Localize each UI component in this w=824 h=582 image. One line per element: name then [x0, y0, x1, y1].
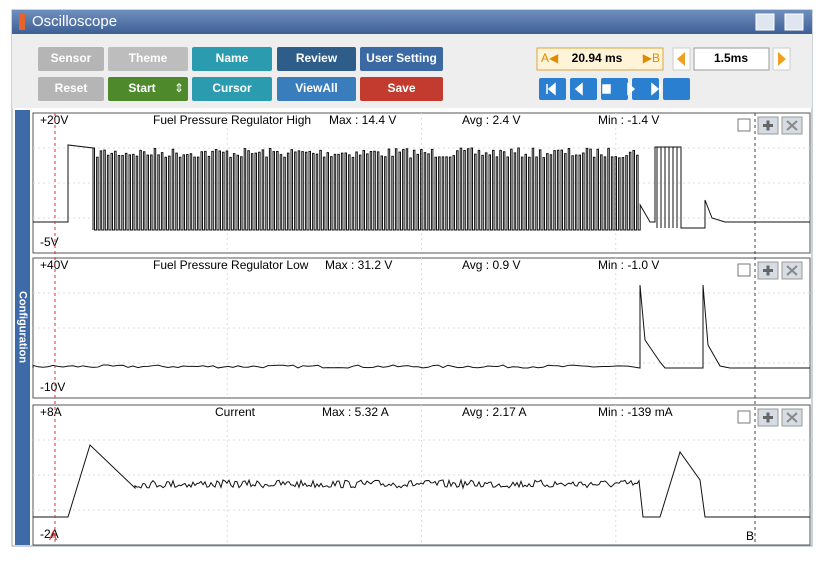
transport-icon	[546, 82, 556, 96]
time-box	[536, 47, 664, 71]
scale-value: 1.5ms	[714, 51, 748, 65]
channel-name: Fuel Pressure Regulator High	[153, 113, 311, 127]
toolbar-button[interactable]	[192, 77, 272, 101]
toolbar-button[interactable]	[360, 47, 443, 71]
scale-box	[693, 47, 770, 71]
channel-max: Max : 31.2 V	[325, 258, 392, 272]
cursor-b-label: B	[746, 529, 754, 543]
waveform	[33, 444, 810, 518]
toolbar-button[interactable]	[192, 47, 272, 71]
transport-button[interactable]	[663, 78, 690, 100]
channel-max: Max : 5.32 A	[322, 405, 389, 419]
channel-max: Max : 14.4 V	[329, 113, 396, 127]
sidebar[interactable]	[15, 110, 30, 545]
channel-name: Current	[215, 405, 256, 419]
checkbox[interactable]	[737, 263, 751, 277]
arrow-icon	[778, 52, 786, 66]
toolbar-button[interactable]	[360, 77, 443, 101]
arrow-icon	[677, 52, 685, 66]
axis-top: +8A	[40, 405, 62, 419]
toolbar-button[interactable]	[38, 47, 104, 71]
button-label: Reset	[55, 81, 88, 95]
a-marker: A◀	[541, 51, 559, 65]
channel-min: Min : -1.0 V	[598, 258, 659, 272]
toolbar-button[interactable]	[38, 77, 104, 101]
channel-min: Min : -1.4 V	[598, 113, 659, 127]
button-label: Cursor	[212, 81, 252, 95]
toolbar-button[interactable]	[108, 77, 188, 101]
cursor-a-label: A	[49, 529, 57, 543]
title-icon	[19, 14, 25, 30]
waveform	[33, 144, 810, 231]
channel-avg: Avg : 2.4 V	[462, 113, 520, 127]
waveform	[32, 284, 810, 369]
time-value: 20.94 ms	[572, 51, 623, 65]
axis-bottom: -2A	[40, 527, 59, 541]
toolbar-button[interactable]	[108, 47, 188, 71]
plus-icon	[763, 265, 773, 276]
title-bar	[12, 10, 812, 34]
close-icon	[786, 120, 798, 131]
axis-top: +40V	[40, 258, 68, 272]
button-label: ViewAll	[295, 81, 337, 95]
button-label: Name	[216, 51, 249, 65]
toolbar-button[interactable]	[277, 77, 356, 101]
axis-bottom: -5V	[40, 235, 59, 249]
close-icon	[786, 265, 798, 276]
layout-button[interactable]	[755, 13, 775, 31]
channel-avg: Avg : 0.9 V	[462, 258, 520, 272]
channel-name: Fuel Pressure Regulator Low	[153, 258, 309, 272]
button-label: Start	[128, 81, 155, 95]
axis-top: +20V	[40, 113, 68, 127]
transport-icon	[627, 82, 636, 96]
checkbox[interactable]	[737, 118, 751, 132]
checkbox[interactable]	[737, 410, 751, 424]
button-label: Sensor	[51, 51, 92, 65]
sidebar-label: Configuration	[17, 291, 29, 363]
button-label: User Setting	[366, 51, 437, 65]
button-label: Theme	[129, 51, 168, 65]
b-marker: ▶B	[643, 51, 660, 65]
axis-bottom: -10V	[40, 380, 65, 394]
plus-icon	[763, 120, 773, 131]
toolbar-button[interactable]	[277, 47, 356, 71]
window-title: Oscilloscope	[32, 13, 117, 30]
channel-min: Min : -139 mA	[598, 405, 673, 419]
transport-button[interactable]	[601, 78, 628, 100]
close-icon	[786, 412, 798, 423]
button-label: Save	[387, 81, 415, 95]
menu-button[interactable]	[784, 13, 804, 31]
spin-icon: ⇕	[174, 81, 184, 95]
transport-icon	[574, 82, 583, 96]
plus-icon	[763, 412, 773, 423]
transport-icon	[651, 82, 661, 96]
transport-button[interactable]	[570, 78, 597, 100]
channel-avg: Avg : 2.17 A	[462, 405, 527, 419]
button-label: Review	[296, 51, 338, 65]
transport-icon	[602, 84, 611, 94]
